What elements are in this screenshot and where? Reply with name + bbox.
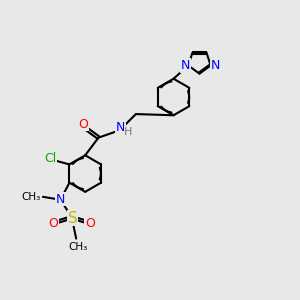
Text: H: H	[124, 127, 133, 137]
Text: CH₃: CH₃	[68, 242, 87, 252]
Text: S: S	[68, 211, 77, 226]
Text: Cl: Cl	[44, 152, 56, 165]
Text: N: N	[181, 59, 190, 72]
Text: N: N	[210, 59, 220, 72]
Text: O: O	[49, 217, 58, 230]
Text: CH₃: CH₃	[21, 192, 40, 202]
Text: N: N	[116, 122, 125, 134]
Text: O: O	[78, 118, 88, 130]
Text: O: O	[85, 217, 95, 230]
Text: N: N	[56, 193, 65, 206]
